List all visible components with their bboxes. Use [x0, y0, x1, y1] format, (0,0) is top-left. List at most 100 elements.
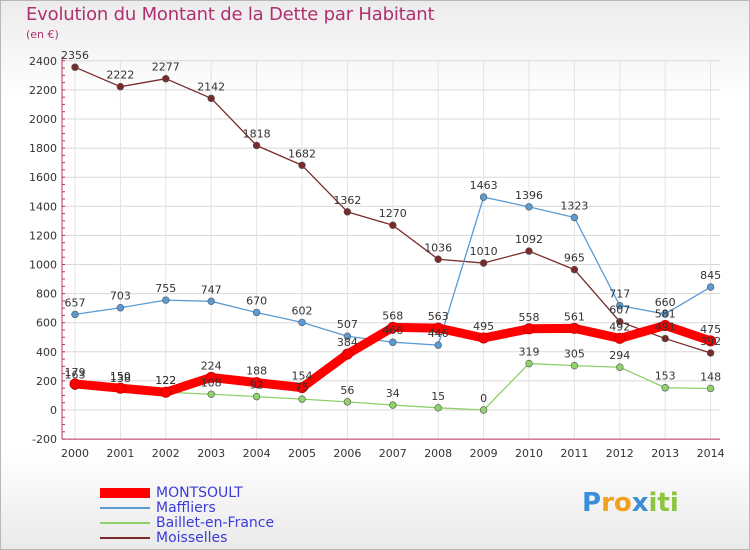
- x-tick-label: 2006: [333, 447, 361, 460]
- y-tick-label: 400: [36, 346, 57, 359]
- data-label: 188: [246, 365, 267, 378]
- x-tick-label: 2010: [515, 447, 543, 460]
- y-tick-label: 1000: [29, 259, 57, 272]
- data-label: 965: [564, 252, 585, 265]
- logo-letter: r: [601, 488, 614, 518]
- data-point: [616, 363, 624, 371]
- data-point: [616, 317, 624, 326]
- legend-label: Maffliers: [156, 500, 216, 516]
- data-point: [616, 301, 624, 310]
- data-point: [298, 318, 306, 327]
- chart-subtitle: (en €): [26, 28, 59, 41]
- data-label: 108: [201, 376, 222, 389]
- x-tick-label: 2008: [424, 447, 452, 460]
- y-tick-label: -200: [32, 433, 57, 446]
- data-label: 179: [65, 366, 86, 379]
- data-point: [389, 338, 397, 346]
- y-tick-label: 2200: [29, 84, 57, 97]
- data-label: 446: [428, 327, 449, 340]
- data-label: 755: [155, 282, 176, 295]
- data-point: [659, 319, 671, 331]
- data-label: 495: [473, 320, 494, 333]
- data-label: 1323: [560, 200, 588, 213]
- data-point: [661, 384, 669, 392]
- y-tick-label: 1600: [29, 171, 57, 184]
- y-tick-label: 600: [36, 317, 57, 330]
- x-tick-label: 2003: [197, 447, 225, 460]
- proxiti-logo: Proxiti: [582, 488, 679, 518]
- y-tick-label: 1200: [29, 229, 57, 242]
- data-label: 602: [292, 304, 313, 317]
- data-point: [389, 221, 397, 229]
- data-label: 492: [609, 320, 630, 333]
- data-label: 581: [655, 307, 676, 320]
- legend-label: Moisselles: [156, 530, 228, 546]
- data-label: 122: [155, 374, 176, 387]
- data-point: [525, 203, 533, 211]
- data-point: [252, 141, 261, 150]
- data-point: [387, 321, 399, 333]
- y-tick-label: 0: [50, 404, 57, 417]
- data-point: [570, 213, 579, 222]
- data-point: [116, 304, 125, 312]
- logo-letter: x: [631, 488, 649, 518]
- data-label: 670: [246, 295, 267, 308]
- y-tick-label: 200: [36, 375, 57, 388]
- data-label: 163: [65, 368, 86, 381]
- data-label: 34: [386, 387, 400, 400]
- data-point: [252, 392, 261, 401]
- x-tick-label: 2007: [379, 447, 407, 460]
- data-point: [434, 341, 442, 349]
- grid: [62, 60, 720, 440]
- data-point: [570, 265, 579, 274]
- data-point: [162, 296, 170, 304]
- data-label: 1818: [243, 127, 271, 140]
- data-label: 1036: [424, 241, 452, 254]
- y-tick-label: 2000: [29, 113, 57, 126]
- data-point: [432, 322, 444, 334]
- data-label: 507: [337, 318, 358, 331]
- legend-swatch: [100, 488, 150, 498]
- data-point: [116, 82, 125, 91]
- data-point: [525, 247, 533, 255]
- data-point: [162, 74, 170, 83]
- data-label: 294: [609, 349, 630, 362]
- data-point: [71, 63, 79, 71]
- data-point: [298, 161, 306, 169]
- data-point: [207, 390, 215, 398]
- data-point: [69, 378, 81, 390]
- data-label: 122: [155, 374, 176, 387]
- data-point: [705, 335, 717, 347]
- data-point: [252, 308, 261, 317]
- data-point: [568, 322, 580, 334]
- data-label: 475: [700, 323, 721, 336]
- x-tick-label: 2013: [651, 447, 679, 460]
- data-point: [479, 406, 488, 414]
- x-tick-label: 2009: [470, 447, 498, 460]
- data-label: 153: [655, 370, 676, 383]
- data-point: [114, 382, 126, 394]
- data-label: 392: [700, 335, 721, 348]
- x-tick-label: 2012: [606, 447, 634, 460]
- data-label: 657: [65, 296, 86, 309]
- x-tick-label: 2002: [152, 447, 180, 460]
- data-label: 466: [382, 324, 403, 337]
- data-label: 56: [340, 384, 354, 397]
- legend-label: Baillet-en-France: [156, 515, 275, 531]
- data-label: 15: [431, 390, 445, 403]
- data-label: 717: [609, 288, 630, 301]
- y-tick-label: 1800: [29, 142, 57, 155]
- data-point: [706, 283, 715, 291]
- legend-swatch: [100, 522, 150, 524]
- logo-letter: t: [657, 488, 670, 518]
- data-label: 1362: [333, 194, 361, 207]
- data-point: [570, 361, 579, 370]
- logo-letter: P: [582, 488, 602, 518]
- data-point: [479, 259, 488, 267]
- data-label: 1092: [515, 233, 543, 246]
- data-point: [343, 398, 352, 406]
- x-tick-label: 2000: [61, 447, 89, 460]
- data-label: 561: [564, 310, 585, 323]
- data-label: 1396: [515, 189, 543, 202]
- legend-swatch: [100, 537, 150, 539]
